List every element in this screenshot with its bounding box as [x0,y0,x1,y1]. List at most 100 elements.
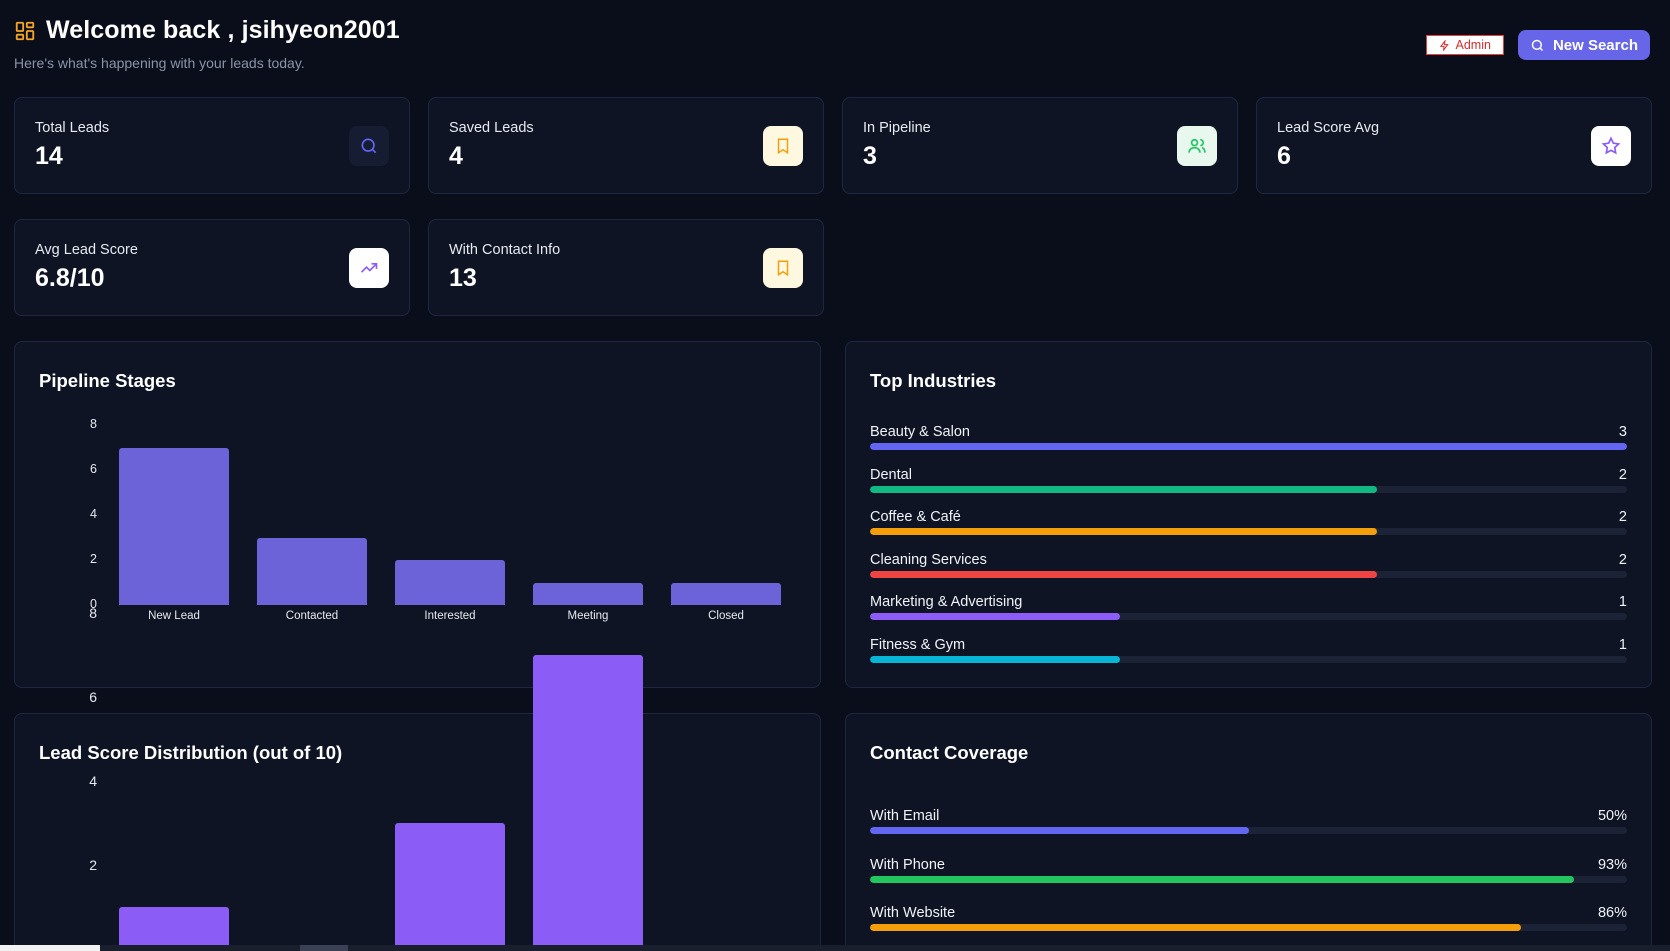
progress-value: 93% [1597,856,1627,873]
progress-track [870,528,1627,535]
stat-card-lead-score-avg: Lead Score Avg 6 [1256,97,1652,194]
progress-fill [870,570,1378,578]
scrollbar-thumb[interactable] [300,945,348,951]
search-icon [1531,39,1543,51]
progress-row: Fitness & Gym 1 [870,637,1627,673]
stat-value: 3 [863,142,877,170]
progress-row: With Website 86% [870,905,1627,941]
pipeline-chart: 0 2 4 6 8 New Lead Contacted Interested Meeting C… [15,342,822,689]
progress-label: Beauty & Salon [870,424,970,440]
progress-value: 86% [1597,905,1627,921]
progress-label: Cleaning Services [870,551,987,568]
users-icon [1177,126,1217,166]
progress-row: With Phone 93% [870,857,1627,893]
progress-track [870,485,1627,493]
progress-track [870,443,1627,450]
chart-bar [533,655,643,949]
horizontal-scrollbar[interactable] [0,945,1670,951]
chart-bar [395,823,505,949]
progress-row: Dental 2 [870,467,1627,503]
panel-title: Top Industries [870,370,997,391]
x-tick-label: Meeting [567,610,609,622]
progress-fill [870,485,1378,493]
progress-label: With Phone [870,856,945,873]
page-subtitle: Here's what's happening with your leads … [14,55,305,71]
stat-value: 13 [449,264,477,292]
progress-fill [870,443,1627,450]
x-tick-label: New Lead [148,610,200,622]
progress-value: 3 [1618,424,1627,440]
star-icon [1591,126,1631,166]
progress-value: 50% [1597,808,1627,824]
dashboard-grid-icon [15,21,35,40]
page-title: Welcome back , jsihyeon2001 [46,16,400,44]
y-tick-label: 0 [90,597,97,611]
search-icon [349,126,389,166]
new-search-label: New Search [1552,36,1638,54]
trending-up-icon [349,248,389,288]
progress-track [870,655,1627,663]
new-search-button[interactable]: New Search [1517,30,1650,60]
progress-label: With Email [870,808,940,824]
y-tick-label: 4 [89,773,97,789]
panel-title: Pipeline Stages [39,370,176,391]
progress-row: Coffee & Café 2 [870,509,1627,545]
progress-fill [870,528,1378,535]
progress-label: Dental [870,466,912,483]
x-tick-label: Interested [424,610,476,622]
admin-label: Admin [1455,38,1491,52]
chart-bar [533,582,643,605]
stat-label: In Pipeline [863,120,931,136]
stat-label: Saved Leads [449,120,534,136]
chart-bar [257,537,367,605]
lead-score-distribution-panel: Lead Score Distribution (out of 10) 2 4 6 8 [14,605,821,951]
progress-label: With Website [870,905,956,921]
pipeline-stages-panel: Pipeline Stages 0 2 4 6 8 New Lead Contacted In… [14,341,821,688]
chart-bar [395,560,505,605]
progress-track [870,613,1627,620]
progress-fill [870,613,1120,620]
y-tick-label: 4 [90,507,97,521]
progress-row: With Email 50% [870,808,1627,844]
progress-row: Cleaning Services 2 [870,552,1627,588]
stat-label: With Contact Info [449,242,561,258]
y-tick-label: 8 [89,605,97,621]
progress-row: Marketing & Advertising 1 [870,594,1627,630]
page-header: Welcome back , jsihyeon2001 Here's what'… [14,16,1650,76]
chart-bar [119,907,229,949]
progress-track [870,924,1627,931]
title-row: Welcome back , jsihyeon2001 [14,16,1650,45]
progress-row: Beauty & Salon 3 [870,424,1627,460]
top-industries-panel: Top Industries Beauty & Salon 3 Dental 2 Cof… [845,341,1652,688]
stat-card-in-pipeline: In Pipeline 3 [842,97,1238,194]
progress-fill [870,875,1574,883]
stat-card-saved-leads: Saved Leads 4 [428,97,824,194]
stat-value: 14 [35,142,63,170]
progress-fill [870,655,1120,663]
bookmark-icon [763,126,803,166]
y-tick-label: 2 [90,552,97,566]
panel-title: Contact Coverage [870,742,1029,763]
stat-label: Avg Lead Score [35,242,138,258]
progress-value: 1 [1618,594,1627,610]
bolt-icon [1439,39,1449,51]
contact-coverage-panel: Contact Coverage With Email 50% With Phone… [845,713,1652,951]
progress-fill [870,827,1249,834]
progress-label: Fitness & Gym [870,636,966,653]
chart-bar [119,447,229,605]
stat-value: 6.8/10 [35,264,105,292]
stat-card-with-contact-info: With Contact Info 13 [428,219,824,316]
progress-value: 1 [1618,636,1627,653]
progress-value: 2 [1618,466,1627,483]
progress-track [870,570,1627,578]
progress-fill [870,924,1522,931]
admin-badge[interactable]: Admin [1425,35,1504,55]
x-tick-label: Contacted [285,610,339,622]
progress-track [870,827,1627,834]
progress-value: 2 [1618,509,1627,525]
stat-value: 4 [449,142,463,170]
header-actions: Admin New Search [1425,30,1650,60]
scrollbar-track-start [0,945,100,951]
x-tick-label: Closed [708,610,744,622]
y-tick-label: 2 [89,857,97,873]
